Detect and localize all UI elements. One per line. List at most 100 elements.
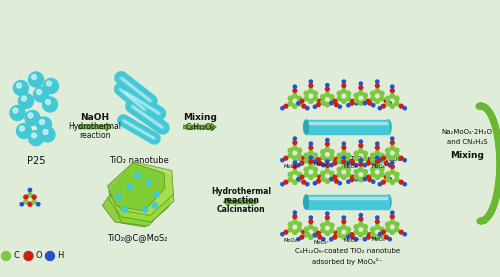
Circle shape (326, 87, 329, 91)
Circle shape (354, 238, 358, 241)
Circle shape (390, 230, 394, 234)
Text: Calcination: Calcination (216, 205, 265, 214)
Circle shape (372, 104, 375, 107)
Circle shape (40, 127, 55, 142)
Circle shape (320, 155, 325, 159)
Circle shape (309, 160, 312, 163)
Circle shape (292, 170, 297, 174)
Circle shape (313, 167, 318, 171)
Circle shape (316, 103, 320, 107)
Circle shape (390, 161, 394, 164)
Circle shape (325, 102, 330, 107)
Circle shape (304, 227, 308, 232)
Circle shape (354, 178, 358, 181)
Polygon shape (108, 163, 165, 211)
Circle shape (304, 167, 308, 171)
Circle shape (370, 232, 375, 237)
Circle shape (288, 222, 292, 227)
Circle shape (342, 225, 346, 229)
Circle shape (292, 146, 297, 150)
Circle shape (375, 235, 380, 239)
Circle shape (306, 233, 309, 236)
Circle shape (300, 235, 304, 239)
Circle shape (338, 160, 342, 163)
Circle shape (127, 184, 132, 190)
Circle shape (394, 148, 399, 153)
Circle shape (376, 142, 379, 145)
Circle shape (32, 75, 36, 79)
Circle shape (22, 96, 26, 101)
Circle shape (394, 177, 399, 182)
Text: adsorbed by MoO₄²⁻: adsorbed by MoO₄²⁻ (312, 258, 382, 265)
Circle shape (293, 165, 296, 168)
Text: C₆H₁₂O₆: C₆H₁₂O₆ (186, 122, 214, 132)
Circle shape (326, 83, 329, 87)
Circle shape (309, 146, 312, 150)
Circle shape (342, 99, 346, 103)
Text: and CN₂H₄S: and CN₂H₄S (447, 140, 488, 145)
Circle shape (359, 144, 362, 148)
Circle shape (351, 99, 354, 103)
Circle shape (313, 232, 318, 237)
Circle shape (372, 235, 375, 238)
Circle shape (320, 150, 325, 154)
Circle shape (380, 91, 384, 96)
Circle shape (350, 178, 354, 181)
Circle shape (380, 96, 384, 101)
Circle shape (304, 96, 308, 101)
Text: MoO₄²⁻: MoO₄²⁻ (372, 163, 390, 168)
Circle shape (293, 161, 296, 164)
Circle shape (330, 95, 334, 99)
Circle shape (333, 161, 337, 165)
Circle shape (386, 153, 390, 158)
Circle shape (306, 107, 309, 110)
Circle shape (32, 133, 36, 138)
Circle shape (366, 235, 370, 239)
Circle shape (342, 216, 345, 219)
Circle shape (403, 158, 406, 162)
Circle shape (400, 104, 403, 108)
Circle shape (334, 231, 338, 235)
Circle shape (326, 212, 329, 215)
Circle shape (288, 96, 292, 101)
Circle shape (368, 101, 372, 105)
Text: Mixing: Mixing (183, 112, 217, 122)
Circle shape (281, 107, 284, 110)
Circle shape (370, 172, 375, 177)
Circle shape (350, 159, 354, 163)
Circle shape (403, 107, 406, 110)
Circle shape (309, 156, 312, 159)
Circle shape (400, 156, 403, 160)
Circle shape (24, 200, 28, 204)
Circle shape (313, 96, 318, 101)
Circle shape (281, 183, 284, 186)
Text: NaOH: NaOH (80, 112, 110, 122)
Circle shape (330, 223, 334, 228)
Circle shape (325, 231, 330, 235)
Circle shape (394, 101, 399, 106)
Circle shape (304, 232, 308, 237)
Circle shape (378, 183, 382, 186)
Circle shape (342, 165, 346, 169)
Circle shape (390, 170, 394, 174)
Circle shape (322, 178, 325, 181)
Ellipse shape (304, 195, 308, 209)
Circle shape (376, 160, 379, 163)
Text: Hydrothermal: Hydrothermal (211, 188, 271, 196)
Circle shape (342, 160, 345, 163)
Circle shape (382, 180, 385, 184)
Circle shape (354, 175, 358, 179)
Circle shape (364, 238, 366, 241)
Circle shape (284, 230, 288, 234)
Circle shape (326, 164, 329, 168)
Circle shape (380, 153, 384, 158)
Circle shape (359, 86, 362, 89)
Circle shape (333, 235, 337, 239)
Circle shape (338, 234, 342, 237)
Circle shape (400, 180, 403, 184)
Circle shape (376, 84, 379, 88)
Circle shape (334, 179, 338, 183)
Circle shape (378, 107, 382, 110)
Text: C₆H₁₂O₆-coated TiO₂ nanotube: C₆H₁₂O₆-coated TiO₂ nanotube (293, 156, 402, 162)
Circle shape (116, 194, 121, 200)
